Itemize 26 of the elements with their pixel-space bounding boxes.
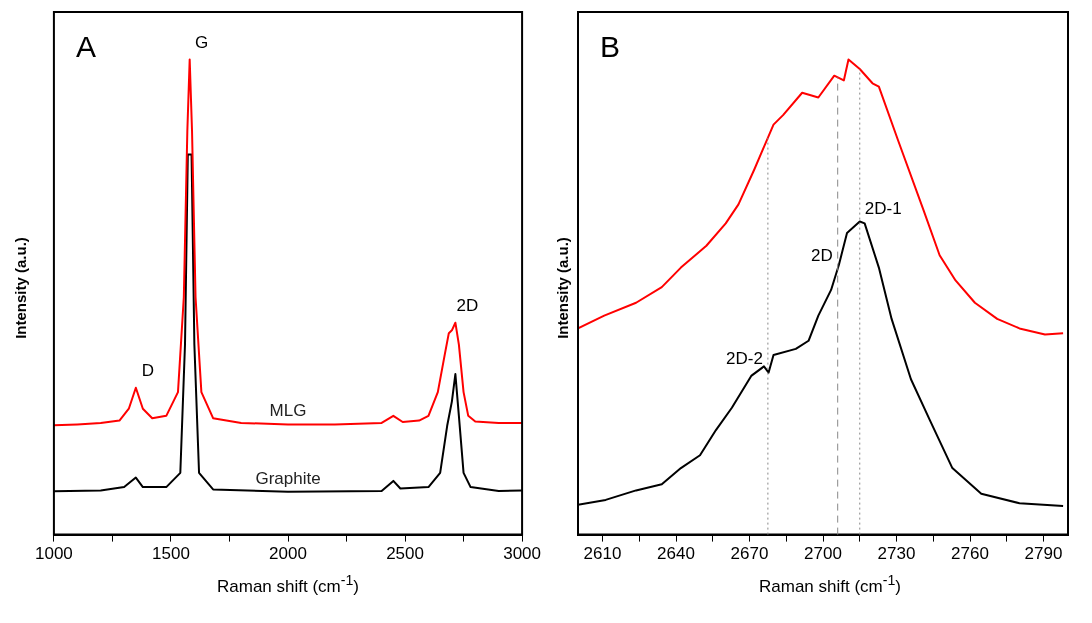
chart-title: B — [600, 30, 621, 63]
x-axis-title: Raman shift (cm$^{-1}$) — [758, 572, 902, 597]
x-tick-label: 2790 — [1024, 544, 1063, 564]
x-tick-label: 2610 — [583, 544, 622, 564]
x-tick-label: 2700 — [804, 544, 842, 564]
x-tick-label: 3000 — [503, 544, 541, 564]
x-tick-label: 2500 — [386, 544, 424, 564]
annotation: 2D — [456, 295, 479, 315]
series-label: Graphite — [255, 468, 321, 488]
ref-line-label: 2D — [810, 245, 833, 265]
series-label: MLG — [269, 401, 307, 421]
ref-line-label: 2D-1 — [864, 198, 902, 218]
annotation: G — [195, 32, 209, 52]
x-tick-label: 2000 — [269, 544, 307, 564]
x-tick-label: 2760 — [951, 544, 989, 564]
x-tick-label: 1500 — [152, 544, 190, 564]
y-axis-title: Intensity (a.u.) — [553, 237, 571, 339]
ref-line-label: 2D-2 — [726, 348, 763, 368]
x-tick-label: 1000 — [35, 544, 73, 564]
x-tick-label: 2670 — [730, 544, 769, 564]
chart-title: A — [75, 30, 96, 63]
y-axis-title: Intensity (a.u.) — [11, 237, 29, 339]
x-tick-label: 2640 — [657, 544, 695, 564]
x-axis-title: Raman shift (cm$^{-1}$) — [216, 572, 360, 597]
annotation: D — [141, 360, 154, 380]
x-tick-label: 2730 — [877, 544, 916, 564]
